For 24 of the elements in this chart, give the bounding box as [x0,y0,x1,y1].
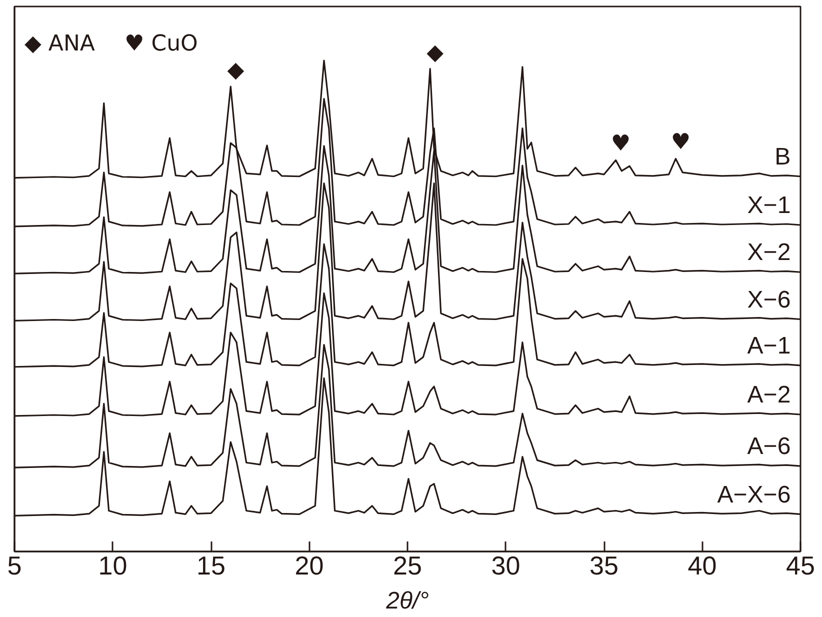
series-label: A−X−6 [717,481,791,508]
x-tick-label: 25 [393,550,422,580]
x-axis-title: 2θ/° [385,588,430,614]
x-tick-label: 20 [294,550,324,580]
annotation: ◆ [426,40,444,66]
x-tick-label: 40 [688,550,717,580]
series-label: X−6 [747,286,791,314]
text: ◆ ANA [24,32,95,56]
series-label: B [774,143,791,170]
series-label: A−2 [747,382,791,409]
x-tick-label: 5 [7,550,22,580]
series-label: A−6 [747,433,791,460]
series-label: A−1 [747,332,791,360]
annotation: ♥ [670,130,691,156]
series-label: X−1 [747,192,791,220]
x-tick-label: 30 [491,550,520,580]
x-tick-label: 15 [196,550,226,580]
x-tick-label: 45 [786,550,815,580]
x-tick-label: 35 [590,550,618,580]
annotation: ◆ [227,58,244,84]
annotation: ♥ [610,132,631,157]
text: ♥ CuO [124,32,198,56]
x-tick-label: 10 [98,550,128,580]
series-label: X−2 [747,239,791,266]
